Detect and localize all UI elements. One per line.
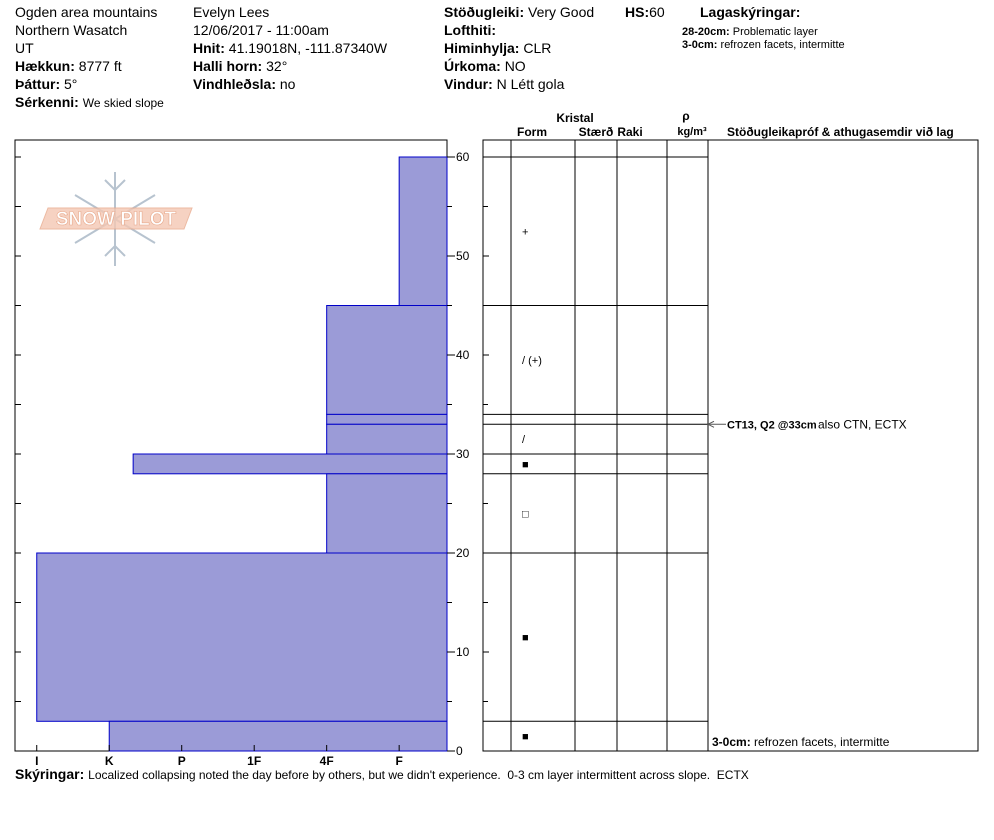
state: UT	[15, 40, 34, 56]
grain-form: ■	[522, 731, 529, 743]
wind-loading: Vindhleðsla: no	[193, 76, 296, 92]
grain-form: ■	[522, 632, 529, 644]
elevation: Hækkun: 8777 ft	[15, 58, 122, 74]
form-header: Form	[517, 125, 547, 139]
hardness-bar	[36, 552, 448, 722]
grain-form: ■	[522, 459, 529, 471]
wind: Vindur: N Létt gola	[444, 76, 565, 92]
grain-form: +	[522, 226, 528, 238]
hs: HS:60	[625, 4, 665, 20]
crystal-header: Kristal	[556, 111, 593, 125]
depth-label: 20	[456, 546, 470, 560]
logo-text: SNOW PILOT	[56, 209, 177, 230]
datetime: 12/06/2017 - 11:00am	[193, 22, 329, 38]
hardness-bar	[108, 720, 448, 752]
stability: Stöðugleiki: Very Good	[444, 4, 594, 20]
hardness-label: 1F	[247, 754, 261, 768]
hardness-bar	[326, 305, 448, 415]
hardness-label: 4F	[320, 754, 334, 768]
moisture-header: Raki	[617, 125, 642, 139]
grain-form: /	[522, 434, 526, 446]
header: Ogden area mountains Northern Wasatch UT…	[15, 4, 845, 110]
hardness-bar	[398, 156, 448, 306]
sky: Himinhylja: CLR	[444, 40, 551, 56]
logo	[39, 172, 193, 266]
location: Ogden area mountains	[15, 4, 157, 20]
hardness-label: F	[395, 754, 402, 768]
table-headers: Kristal Form Stærð Raki ρ kg/m³ Stöðugle…	[517, 109, 954, 139]
table-frame	[482, 139, 979, 752]
hardness-bar	[326, 473, 448, 554]
layer-note: 28-20cm: Problematic layer	[682, 26, 818, 38]
size-header: Stærð	[579, 125, 614, 139]
range: Northern Wasatch	[15, 22, 127, 38]
density-unit: kg/m³	[677, 126, 707, 138]
test-note: also CTN, ECTX	[818, 417, 907, 431]
depth-label: 10	[456, 645, 470, 659]
air-temp: Lofthiti:	[444, 22, 496, 38]
depth-label: 0	[456, 744, 463, 758]
hardness-bar	[326, 423, 448, 455]
depth-label: 40	[456, 348, 470, 362]
hardness-label: K	[105, 754, 114, 768]
footer: Skýringar: Localized collapsing noted th…	[15, 766, 749, 782]
slope: Halli horn: 32°	[193, 58, 287, 74]
depth-label: 30	[456, 447, 470, 461]
comments-header: Stöðugleikapróf & athugasemdir við lag	[727, 125, 954, 139]
layer-notes-title: Lagaskýringar:	[700, 4, 800, 20]
precip: Úrkoma: NO	[444, 57, 526, 74]
depth-label: 50	[456, 249, 470, 263]
test-label: CT13, Q2 @33cm	[727, 419, 817, 431]
coords: Hnit: 41.19018N, -111.87340W	[193, 40, 388, 56]
depth-label: 60	[456, 150, 470, 164]
bottom-note: 3-0cm: refrozen facets, intermitte	[712, 735, 890, 749]
grain-form: / (+)	[522, 355, 542, 367]
hardness-label: I	[35, 754, 38, 768]
density-symbol: ρ	[682, 109, 689, 123]
test-arrowhead	[706, 420, 715, 428]
aspect: Þáttur: 5°	[15, 76, 77, 92]
hardness-bar	[326, 413, 448, 425]
grain-form: □	[522, 508, 529, 520]
layer-note: 3-0cm: refrozen facets, intermitte	[682, 39, 845, 51]
features: Sérkenni: We skied slope	[15, 94, 164, 110]
table-columns	[510, 140, 709, 751]
hardness-bar	[132, 453, 448, 475]
observer: Evelyn Lees	[193, 4, 269, 20]
hardness-label: P	[178, 754, 186, 768]
